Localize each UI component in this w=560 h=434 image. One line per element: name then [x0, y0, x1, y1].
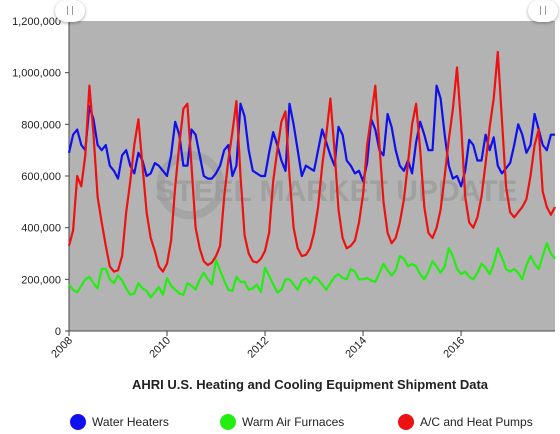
y-tick-label: 0: [55, 326, 61, 338]
chart-title: AHRI U.S. Heating and Cooling Equipment …: [131, 377, 489, 392]
y-tick-label: 800,000: [21, 119, 61, 131]
legend-item-ac-heat-pumps[interactable]: A/C and Heat Pumps: [398, 414, 533, 430]
x-tick-label: 2016: [441, 335, 467, 361]
y-tick-label: 1,200,000: [12, 16, 61, 28]
y-tick-label: 1,000,000: [12, 68, 61, 80]
legend-dot: [398, 414, 414, 430]
legend-item-warm-air-furnaces[interactable]: Warm Air Furnaces: [220, 414, 344, 430]
legend-item-water-heaters[interactable]: Water Heaters: [70, 414, 169, 430]
legend-label: Warm Air Furnaces: [242, 415, 345, 429]
y-tick-label: 200,000: [21, 274, 61, 286]
y-tick-label: 400,000: [21, 223, 61, 235]
series-line-water-heaters: [67, 84, 555, 188]
legend-dot: [70, 414, 86, 430]
legend-label: Water Heaters: [92, 415, 169, 429]
x-tick-label: 2014: [343, 335, 369, 361]
y-tick-label: 600,000: [21, 171, 61, 183]
series-line-ac-heat-pumps: [67, 50, 556, 273]
range-end-handle[interactable]: [528, 0, 558, 22]
legend: Water Heaters Warm Air Furnaces A/C and …: [0, 414, 560, 434]
x-tick-label: 2012: [245, 335, 271, 361]
x-tick-label: 2008: [49, 335, 75, 361]
legend-dot: [220, 414, 236, 430]
series-line-warm-air-furnaces: [68, 242, 556, 299]
legend-label: A/C and Heat Pumps: [420, 415, 533, 429]
x-tick-label: 2010: [147, 335, 173, 361]
range-start-handle[interactable]: [55, 0, 85, 22]
